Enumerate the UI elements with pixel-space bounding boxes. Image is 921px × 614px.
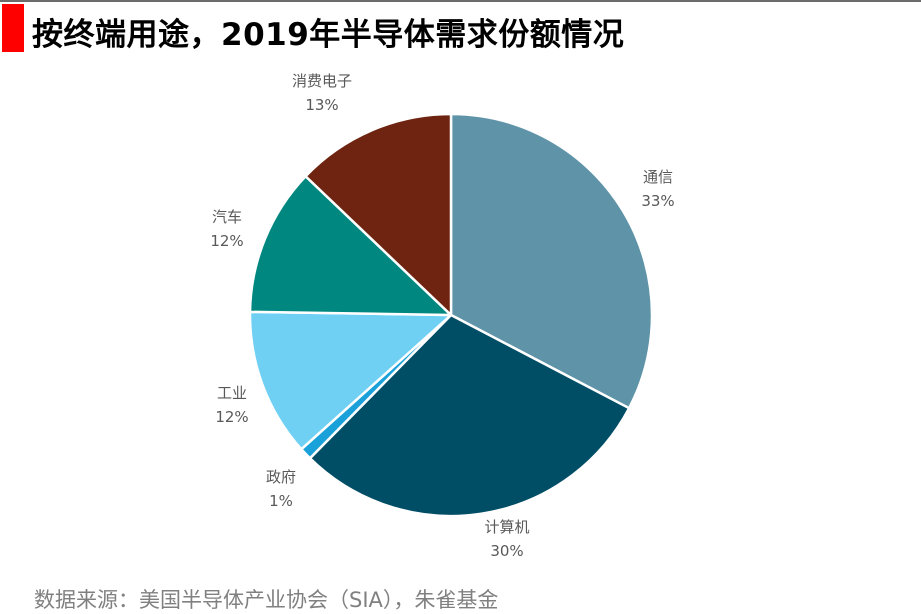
slice-category-label: 通信 — [643, 168, 673, 186]
chart-title: 按终端用途，2019年半导体需求份额情况 — [32, 17, 625, 53]
source-note: 数据来源：美国半导体产业协会（SIA），朱雀基金 — [34, 588, 499, 612]
pie-labels: 通信 33% 计算机 30% 政府 1% 工业 12% 汽车 12% 消费电子 13% — [210, 72, 674, 560]
slice-category-label: 汽车 — [212, 208, 242, 226]
pie-slice-5 — [248, 174, 453, 317]
slice-category-label: 计算机 — [484, 518, 529, 536]
pie-slice-2 — [308, 313, 631, 518]
pie-slice-4 — [248, 310, 453, 451]
title-bar: 按终端用途，2019年半导体需求份额情况 — [0, 0, 921, 60]
slice-percent-label: 30% — [490, 542, 523, 560]
title-accent-bar — [2, 4, 24, 52]
slice-percent-label: 1% — [269, 492, 293, 510]
slice-category-label: 政府 — [266, 468, 296, 486]
pie-chart: 通信 33% 计算机 30% 政府 1% 工业 12% 汽车 12% 消费电子 13% — [210, 72, 674, 560]
pie-slice-6 — [304, 112, 453, 317]
slice-percent-label: 13% — [305, 96, 338, 114]
slice-percent-label: 12% — [215, 408, 248, 426]
slice-category-label: 工业 — [217, 384, 247, 402]
pie-slice-1 — [449, 112, 654, 410]
slice-percent-label: 12% — [210, 232, 243, 250]
pie-slices — [248, 112, 654, 518]
slice-percent-label: 33% — [641, 192, 674, 210]
slice-category-label: 消费电子 — [292, 72, 352, 90]
